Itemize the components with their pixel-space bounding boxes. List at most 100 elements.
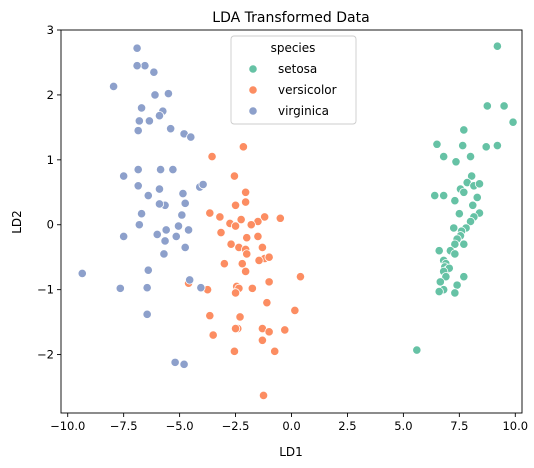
versicolor-point — [254, 255, 264, 266]
versicolor-point — [205, 311, 215, 321]
virginica-point — [133, 164, 143, 175]
virginica-point — [178, 188, 188, 199]
x-tick-label: 7.5 — [450, 419, 468, 433]
versicolor-point — [253, 231, 263, 242]
setosa-point — [499, 101, 509, 111]
versicolor-point — [208, 330, 218, 340]
versicolor-point — [264, 327, 274, 337]
versicolor-point — [230, 288, 241, 298]
x-tick-label: −5.0 — [166, 419, 194, 433]
versicolor-point — [262, 298, 272, 308]
virginica-point — [152, 229, 162, 240]
virginica-point — [173, 221, 184, 231]
setosa-point — [459, 187, 469, 197]
virginica-point — [132, 43, 142, 53]
versicolor-point — [226, 239, 236, 249]
x-axis-label: LD1 — [279, 445, 303, 459]
virginica-point — [144, 116, 154, 126]
y-tick-label: 2 — [47, 88, 54, 102]
versicolor-point — [246, 220, 256, 230]
versicolor-point — [205, 208, 215, 218]
legend-marker-versicolor — [248, 85, 258, 95]
setosa-point — [467, 171, 477, 181]
setosa-point — [459, 272, 469, 282]
setosa-point — [468, 200, 478, 210]
setosa-point — [439, 190, 449, 201]
legend-marker-virginica — [248, 106, 258, 116]
virginica-point — [168, 164, 178, 175]
y-tick-label: 0 — [47, 218, 54, 232]
virginica-point — [142, 309, 152, 319]
data-points — [77, 41, 518, 401]
legend-marker-setosa — [248, 64, 258, 74]
virginica-point — [108, 81, 119, 92]
setosa-point — [430, 190, 440, 201]
virginica-point — [136, 103, 147, 113]
virginica-point — [161, 225, 171, 235]
versicolor-point — [257, 242, 268, 253]
x-tick-label: 0.0 — [282, 419, 300, 433]
virginica-point — [163, 89, 174, 99]
versicolor-point — [216, 227, 226, 238]
y-axis: −2 −1 0 1 2 3 — [37, 23, 61, 362]
setosa-point — [434, 287, 444, 297]
virginica-point — [150, 90, 160, 100]
setosa-point — [451, 157, 461, 167]
virginica-point — [166, 124, 176, 134]
setosa-point — [458, 140, 468, 151]
versicolor-point — [290, 305, 300, 316]
virginica-point — [115, 283, 125, 293]
virginica-point — [149, 67, 159, 77]
virginica-point — [119, 231, 129, 242]
setosa-point — [439, 151, 449, 162]
setosa-point — [450, 239, 460, 249]
virginica-point — [154, 184, 165, 194]
versicolor-point — [258, 390, 269, 401]
virginica-point — [142, 283, 152, 293]
setosa-point — [474, 179, 485, 189]
setosa-point — [459, 239, 469, 249]
versicolor-point — [235, 312, 245, 322]
virginica-point — [186, 132, 196, 142]
versicolor-point — [295, 272, 306, 282]
x-tick-label: 5.0 — [394, 419, 412, 433]
virginica-point — [155, 164, 166, 175]
virginica-point — [140, 61, 150, 71]
setosa-point — [452, 280, 462, 290]
versicolor-point — [219, 259, 229, 269]
versicolor-point — [270, 346, 280, 356]
versicolor-point — [241, 197, 251, 207]
virginica-point — [134, 220, 144, 230]
setosa-point — [450, 249, 460, 259]
setosa-point — [508, 117, 518, 127]
virginica-point — [196, 283, 206, 293]
versicolor-point — [230, 200, 241, 210]
virginica-point — [159, 249, 169, 259]
versicolor-point — [241, 187, 251, 197]
setosa-point — [450, 288, 460, 298]
versicolor-point — [264, 252, 274, 262]
versicolor-point — [242, 233, 252, 243]
virginica-point — [119, 171, 129, 181]
y-tick-label: −2 — [37, 348, 54, 362]
versicolor-point — [242, 249, 252, 259]
x-tick-label: −2.5 — [222, 419, 250, 433]
setosa-point — [465, 151, 476, 162]
virginica-point — [171, 231, 181, 242]
versicolor-point — [275, 213, 285, 223]
setosa-point — [454, 209, 464, 219]
setosa-point — [492, 140, 502, 151]
setosa-point — [441, 272, 451, 282]
legend-label-setosa: setosa — [278, 62, 317, 76]
y-tick-label: −1 — [37, 283, 54, 297]
virginica-point — [170, 357, 180, 367]
versicolor-point — [236, 214, 246, 225]
setosa-point — [459, 125, 469, 135]
setosa-point — [432, 139, 442, 149]
y-tick-label: 1 — [47, 153, 54, 167]
versicolor-point — [207, 151, 217, 162]
versicolor-point — [280, 325, 290, 335]
versicolor-point — [241, 266, 251, 277]
virginica-point — [179, 359, 189, 369]
